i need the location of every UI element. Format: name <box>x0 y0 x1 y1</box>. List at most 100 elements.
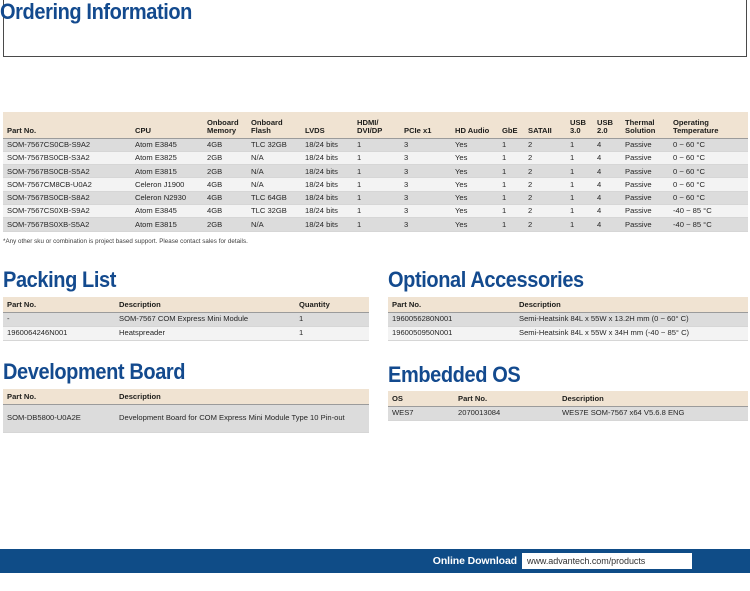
col-gbe: GbE <box>498 112 524 139</box>
table-cell: 1 <box>353 151 400 166</box>
table-cell: SOM-DB5800-U0A2E <box>3 404 115 433</box>
table-cell: 1960050950N001 <box>388 326 515 341</box>
table-cell: 0 ~ 60 °C <box>669 151 748 166</box>
table-row: SOM-7567BS0CB-S5A2 Atom E3815 2GB N/A 18/24 … <box>3 164 748 179</box>
table-cell: SOM-7567BS0CB-S8A2 <box>3 191 131 205</box>
table-cell: SOM-7567CM8CB-U0A2 <box>3 177 131 192</box>
table-cell: 18/24 bits <box>301 177 353 192</box>
optional-accessories-heading: Optional Accessories <box>388 268 584 293</box>
col-usb30: USB 3.0 <box>566 112 593 139</box>
table-cell: 4 <box>593 191 621 205</box>
table-cell: Yes <box>451 191 498 205</box>
table-cell: 18/24 bits <box>301 204 353 219</box>
col-description: Description <box>115 297 295 313</box>
table-cell: 2 <box>524 191 566 205</box>
table-cell: SOM-7567BS0XB-S5A2 <box>3 217 131 232</box>
col-lvds: LVDS <box>301 112 353 139</box>
ordering-information-heading: Ordering Information <box>0 0 193 25</box>
table-cell: Yes <box>451 177 498 192</box>
table-cell: 4GB <box>203 177 247 192</box>
table-cell: 4 <box>593 138 621 152</box>
col-cpu: CPU <box>131 112 203 139</box>
table-cell: 4GB <box>203 204 247 219</box>
table-cell: 1 <box>498 204 524 219</box>
ordering-information-table: Part No. CPU Onboard Memory Onboard Flas… <box>3 112 748 232</box>
packing-list-heading: Packing List <box>3 268 117 293</box>
table-cell: 18/24 bits <box>301 191 353 205</box>
table-cell: 4GB <box>203 138 247 152</box>
table-row: SOM-7567CS0CB-S9A2 Atom E3845 4GB TLC 32GB 1… <box>3 138 748 152</box>
table-cell: -40 ~ 85 °C <box>669 217 748 232</box>
table-cell: 3 <box>400 138 451 152</box>
table-cell: 1 <box>566 151 593 166</box>
table-cell: 1 <box>353 177 400 192</box>
table-cell: 1 <box>498 217 524 232</box>
table-cell: 3 <box>400 164 451 179</box>
table-cell: 2GB <box>203 151 247 166</box>
table-cell: 3 <box>400 151 451 166</box>
optional-accessories-table: Part No. Description 1960056280N001 Semi-… <box>388 297 748 341</box>
os-header-row: OS Part No. Description <box>388 391 748 407</box>
table-cell: 2 <box>524 151 566 166</box>
table-cell: 1960064246N001 <box>3 326 115 341</box>
table-cell: 1 <box>353 138 400 152</box>
col-sataii: SATAII <box>524 112 566 139</box>
table-row: - SOM-7567 COM Express Mini Module 1 <box>3 312 369 327</box>
table-cell: 2GB <box>203 164 247 179</box>
col-part-no: Part No. <box>3 112 131 139</box>
table-cell: 1 <box>566 191 593 205</box>
table-cell: 0 ~ 60 °C <box>669 138 748 152</box>
table-cell: 1960056280N001 <box>388 312 515 327</box>
table-cell: SOM-7567CS0CB-S9A2 <box>3 138 131 152</box>
block-diagram-frame: EFI BIOS <box>3 0 747 57</box>
table-cell: 18/24 bits <box>301 138 353 152</box>
table-cell: 1 <box>498 151 524 166</box>
table-cell: N/A <box>247 164 301 179</box>
col-onboard-memory: Onboard Memory <box>203 112 247 139</box>
table-cell: Yes <box>451 151 498 166</box>
table-cell: 1 <box>566 177 593 192</box>
table-cell: 18/24 bits <box>301 164 353 179</box>
col-part-no: Part No. <box>388 297 515 313</box>
table-cell: Celeron J1900 <box>131 177 203 192</box>
table-cell: 1 <box>566 204 593 219</box>
table-cell: Atom E3845 <box>131 138 203 152</box>
table-row: SOM-7567CM8CB-U0A2 Celeron J1900 4GB N/A 18/… <box>3 177 748 192</box>
table-cell: 4GB <box>203 191 247 205</box>
ordering-header-row: Part No. CPU Onboard Memory Onboard Flas… <box>3 112 748 139</box>
table-cell: 2GB <box>203 217 247 232</box>
table-cell: Passive <box>621 204 669 219</box>
col-os: OS <box>388 391 454 407</box>
embedded-os-heading: Embedded OS <box>388 363 521 388</box>
table-cell: 4 <box>593 204 621 219</box>
table-cell: Atom E3815 <box>131 217 203 232</box>
packing-list-table: Part No. Description Quantity - SOM-7567 … <box>3 297 369 341</box>
table-cell: 1 <box>353 164 400 179</box>
table-row: 1960056280N001 Semi-Heatsink 84L x 55W x … <box>388 312 748 327</box>
col-part-no: Part No. <box>3 297 115 313</box>
table-cell: 3 <box>400 204 451 219</box>
col-operating-temperature: Operating Temperature <box>669 112 748 139</box>
table-cell: SOM-7567BS0CB-S3A2 <box>3 151 131 166</box>
table-cell: 1 <box>566 217 593 232</box>
table-cell: 1 <box>295 326 369 341</box>
ordering-table-body: SOM-7567CS0CB-S9A2 Atom E3845 4GB TLC 32GB 1… <box>3 138 748 232</box>
table-cell: 1 <box>566 164 593 179</box>
col-usb20: USB 2.0 <box>593 112 621 139</box>
table-cell: 2 <box>524 204 566 219</box>
devboard-header-row: Part No. Description <box>3 389 369 405</box>
col-description: Description <box>558 391 748 407</box>
table-cell: WES7E SOM-7567 x64 V5.6.8 ENG <box>558 406 748 421</box>
table-cell: Passive <box>621 177 669 192</box>
table-cell: - <box>3 312 115 327</box>
table-cell: N/A <box>247 217 301 232</box>
online-download-url[interactable]: www.advantech.com/products <box>522 553 692 569</box>
col-thermal-solution: Thermal Solution <box>621 112 669 139</box>
col-description: Description <box>515 297 748 313</box>
table-cell: SOM-7567 COM Express Mini Module <box>115 312 295 327</box>
table-cell: Yes <box>451 204 498 219</box>
table-cell: 2 <box>524 164 566 179</box>
table-cell: 2 <box>524 217 566 232</box>
table-cell: 4 <box>593 151 621 166</box>
